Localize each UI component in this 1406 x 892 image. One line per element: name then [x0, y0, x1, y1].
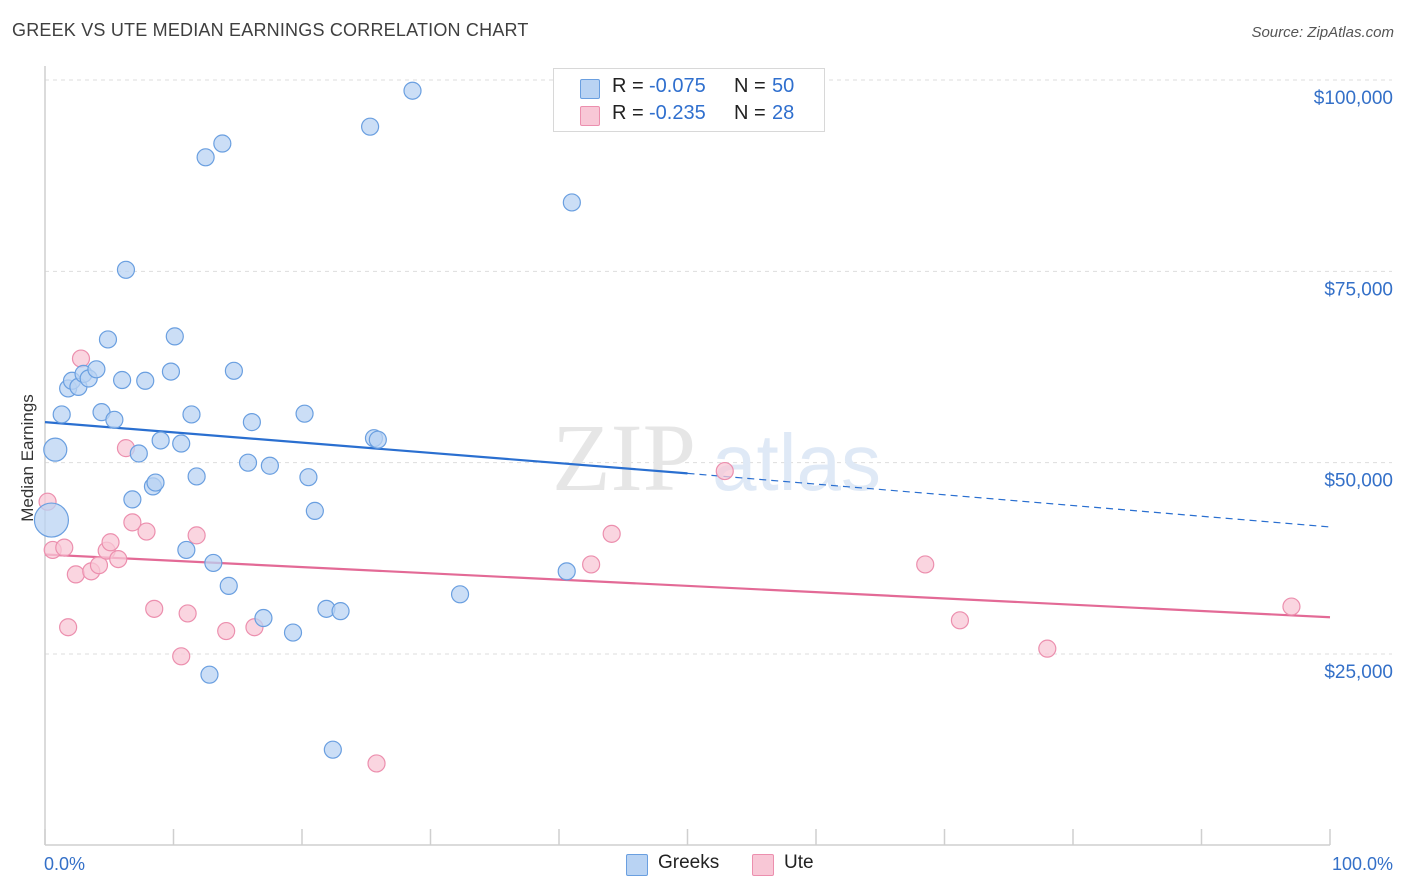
y-tick-label: $100,000 [1314, 88, 1393, 109]
greeks-point [200, 665, 219, 684]
legend-row-greeks: R = -0.075 N = 50 [554, 75, 824, 101]
greeks-point [238, 453, 258, 472]
y-tick-label: $75,000 [1324, 279, 1393, 300]
x-tick-labels: 0.0% 100.0% [44, 854, 1393, 874]
ute-point [715, 461, 734, 481]
greeks-point [323, 740, 342, 759]
ute-point [1282, 597, 1301, 616]
greeks-point [116, 260, 136, 279]
ute-swatch [752, 854, 774, 876]
ute-point [1038, 639, 1057, 658]
ute-point [123, 513, 142, 532]
r-label: R = [612, 102, 644, 124]
ute-point [109, 549, 128, 569]
greeks-point [52, 405, 71, 424]
greeks-point [151, 431, 170, 450]
correlation-legend: R = -0.075 N = 50 R = -0.235 N = 28 [553, 68, 825, 132]
greeks-point [254, 608, 273, 628]
ute-trendline [44, 553, 1331, 619]
greeks-point [450, 585, 470, 604]
greeks-point [177, 540, 196, 560]
chart-title: GREEK VS UTE MEDIAN EARNINGS CORRELATION… [12, 20, 529, 40]
greeks-point [123, 490, 142, 509]
ute-label: Ute [784, 852, 814, 873]
greeks-point [98, 330, 118, 349]
x-tick-label: 100.0% [1332, 854, 1393, 874]
ute-point [916, 555, 935, 574]
r-value: -0.075 [649, 75, 706, 97]
greeks-point [33, 502, 70, 538]
n-label: N = [734, 75, 766, 97]
ute-swatch [580, 106, 600, 126]
trendlines [44, 421, 1331, 619]
ute-point [101, 533, 120, 552]
ute-point [217, 621, 236, 641]
source-label: Source: ZipAtlas.com [1251, 24, 1394, 41]
greeks-point [562, 193, 581, 212]
greeks-point [260, 456, 279, 475]
n-value: 50 [772, 75, 795, 97]
r-value: -0.235 [649, 102, 706, 124]
greeks-point [224, 361, 243, 380]
greeks-trendline [44, 421, 688, 475]
ute-point [367, 754, 386, 773]
greeks-point [146, 473, 165, 492]
greeks-point [136, 371, 155, 390]
ute-point [89, 556, 109, 575]
y-tick-label: $50,000 [1324, 471, 1393, 492]
greeks-point [283, 623, 303, 642]
greeks-point [112, 370, 132, 390]
greeks-point [219, 576, 238, 595]
ute-point [178, 604, 197, 623]
y-tick-labels: $25,000 $50,000 $75,000 $100,000 [1314, 88, 1393, 683]
ute-point [187, 526, 206, 545]
n-label: N = [734, 102, 766, 124]
watermark: ZIP atlas [552, 404, 881, 511]
n-value: 28 [772, 102, 795, 124]
greeks-point [87, 360, 106, 379]
greeks-point [129, 444, 148, 463]
r-label: R = [612, 75, 644, 97]
watermark-atlas: atlas [712, 418, 881, 507]
ute-point [55, 538, 74, 557]
greeks-point [161, 362, 181, 381]
greeks-point [165, 327, 184, 346]
ute-point [582, 555, 601, 574]
greeks-point [182, 405, 201, 424]
greeks-point [368, 430, 387, 449]
greeks-points [33, 81, 581, 759]
greeks-point [557, 562, 576, 581]
greeks-point [299, 468, 318, 487]
greeks-point [213, 134, 232, 153]
ute-point [602, 524, 621, 543]
greeks-point [196, 148, 215, 167]
ute-point [950, 611, 970, 630]
greeks-swatch [626, 854, 648, 876]
greeks-point [187, 467, 206, 486]
ute-point [145, 599, 164, 618]
greeks-swatch [580, 79, 600, 99]
greeks-point [43, 437, 68, 462]
greeks-point [204, 553, 223, 573]
greeks-point [105, 410, 124, 429]
legend-row-ute: R = -0.235 N = 28 [554, 102, 824, 128]
grid-lines [45, 79, 1392, 655]
ute-point [59, 618, 78, 637]
ute-point [172, 647, 191, 666]
ute-point [137, 522, 156, 541]
greeks-point [403, 81, 422, 100]
greeks-point [242, 413, 261, 432]
greeks-point [305, 501, 324, 520]
greeks-label: Greeks [658, 852, 720, 873]
greeks-point [295, 404, 314, 423]
y-tick-label: $25,000 [1324, 662, 1393, 683]
greeks-point [172, 434, 191, 453]
greeks-point [361, 117, 380, 136]
ute-point [71, 349, 91, 368]
x-tick-label: 0.0% [44, 854, 85, 874]
ute-point [66, 565, 85, 584]
watermark-zip: ZIP [552, 404, 696, 511]
greeks-point [331, 602, 350, 621]
